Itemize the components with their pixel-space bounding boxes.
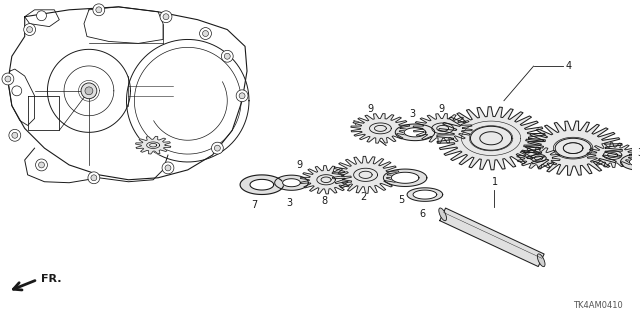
Circle shape	[214, 145, 220, 151]
Polygon shape	[517, 147, 560, 169]
Circle shape	[88, 172, 100, 184]
Polygon shape	[413, 190, 436, 199]
Circle shape	[81, 83, 97, 99]
Circle shape	[202, 31, 209, 36]
Circle shape	[2, 73, 14, 85]
Circle shape	[24, 24, 36, 36]
Text: 1: 1	[492, 177, 498, 187]
Circle shape	[36, 159, 47, 171]
Circle shape	[165, 165, 171, 171]
Circle shape	[5, 76, 11, 82]
Text: 9: 9	[367, 104, 374, 114]
Circle shape	[85, 87, 93, 95]
Text: TK4AM0410: TK4AM0410	[573, 301, 623, 310]
Text: 9: 9	[438, 104, 445, 114]
Polygon shape	[383, 169, 427, 187]
Polygon shape	[300, 166, 351, 194]
Text: 2: 2	[360, 192, 367, 202]
Circle shape	[163, 14, 169, 20]
Circle shape	[200, 28, 211, 39]
Text: 9: 9	[296, 160, 303, 170]
Polygon shape	[332, 156, 399, 193]
Circle shape	[211, 142, 223, 154]
Text: 9: 9	[609, 143, 616, 153]
Circle shape	[224, 53, 230, 59]
Text: 5: 5	[398, 195, 404, 204]
Polygon shape	[250, 180, 274, 190]
Circle shape	[91, 175, 97, 181]
Circle shape	[160, 11, 172, 23]
Polygon shape	[283, 179, 300, 187]
Polygon shape	[391, 172, 419, 183]
Circle shape	[239, 93, 245, 99]
Text: 6: 6	[420, 209, 426, 220]
Polygon shape	[629, 157, 640, 166]
Circle shape	[12, 132, 18, 138]
Circle shape	[93, 4, 105, 16]
Text: 3: 3	[409, 108, 415, 118]
Ellipse shape	[538, 254, 545, 267]
Polygon shape	[587, 143, 638, 167]
Text: 3: 3	[287, 197, 292, 208]
Polygon shape	[524, 121, 623, 175]
Polygon shape	[621, 154, 640, 170]
Ellipse shape	[439, 208, 447, 221]
Polygon shape	[437, 107, 545, 170]
Polygon shape	[136, 136, 171, 154]
Circle shape	[162, 162, 174, 174]
Circle shape	[221, 50, 233, 62]
Circle shape	[38, 162, 44, 168]
Polygon shape	[396, 124, 435, 140]
Polygon shape	[8, 7, 247, 180]
Polygon shape	[351, 114, 410, 143]
Text: 8: 8	[534, 145, 540, 155]
Text: FR.: FR.	[42, 274, 62, 284]
Circle shape	[236, 90, 248, 102]
Polygon shape	[240, 175, 284, 195]
Circle shape	[27, 27, 33, 33]
Polygon shape	[404, 128, 426, 137]
Text: 7: 7	[251, 200, 257, 210]
Polygon shape	[413, 114, 472, 143]
Circle shape	[12, 86, 22, 96]
Text: 3: 3	[637, 148, 640, 158]
Text: 8: 8	[321, 196, 327, 205]
Polygon shape	[440, 208, 544, 267]
Polygon shape	[275, 175, 308, 190]
Circle shape	[36, 11, 47, 21]
Circle shape	[96, 7, 102, 13]
Circle shape	[9, 129, 20, 141]
Polygon shape	[407, 188, 443, 201]
Text: 4: 4	[565, 61, 572, 71]
